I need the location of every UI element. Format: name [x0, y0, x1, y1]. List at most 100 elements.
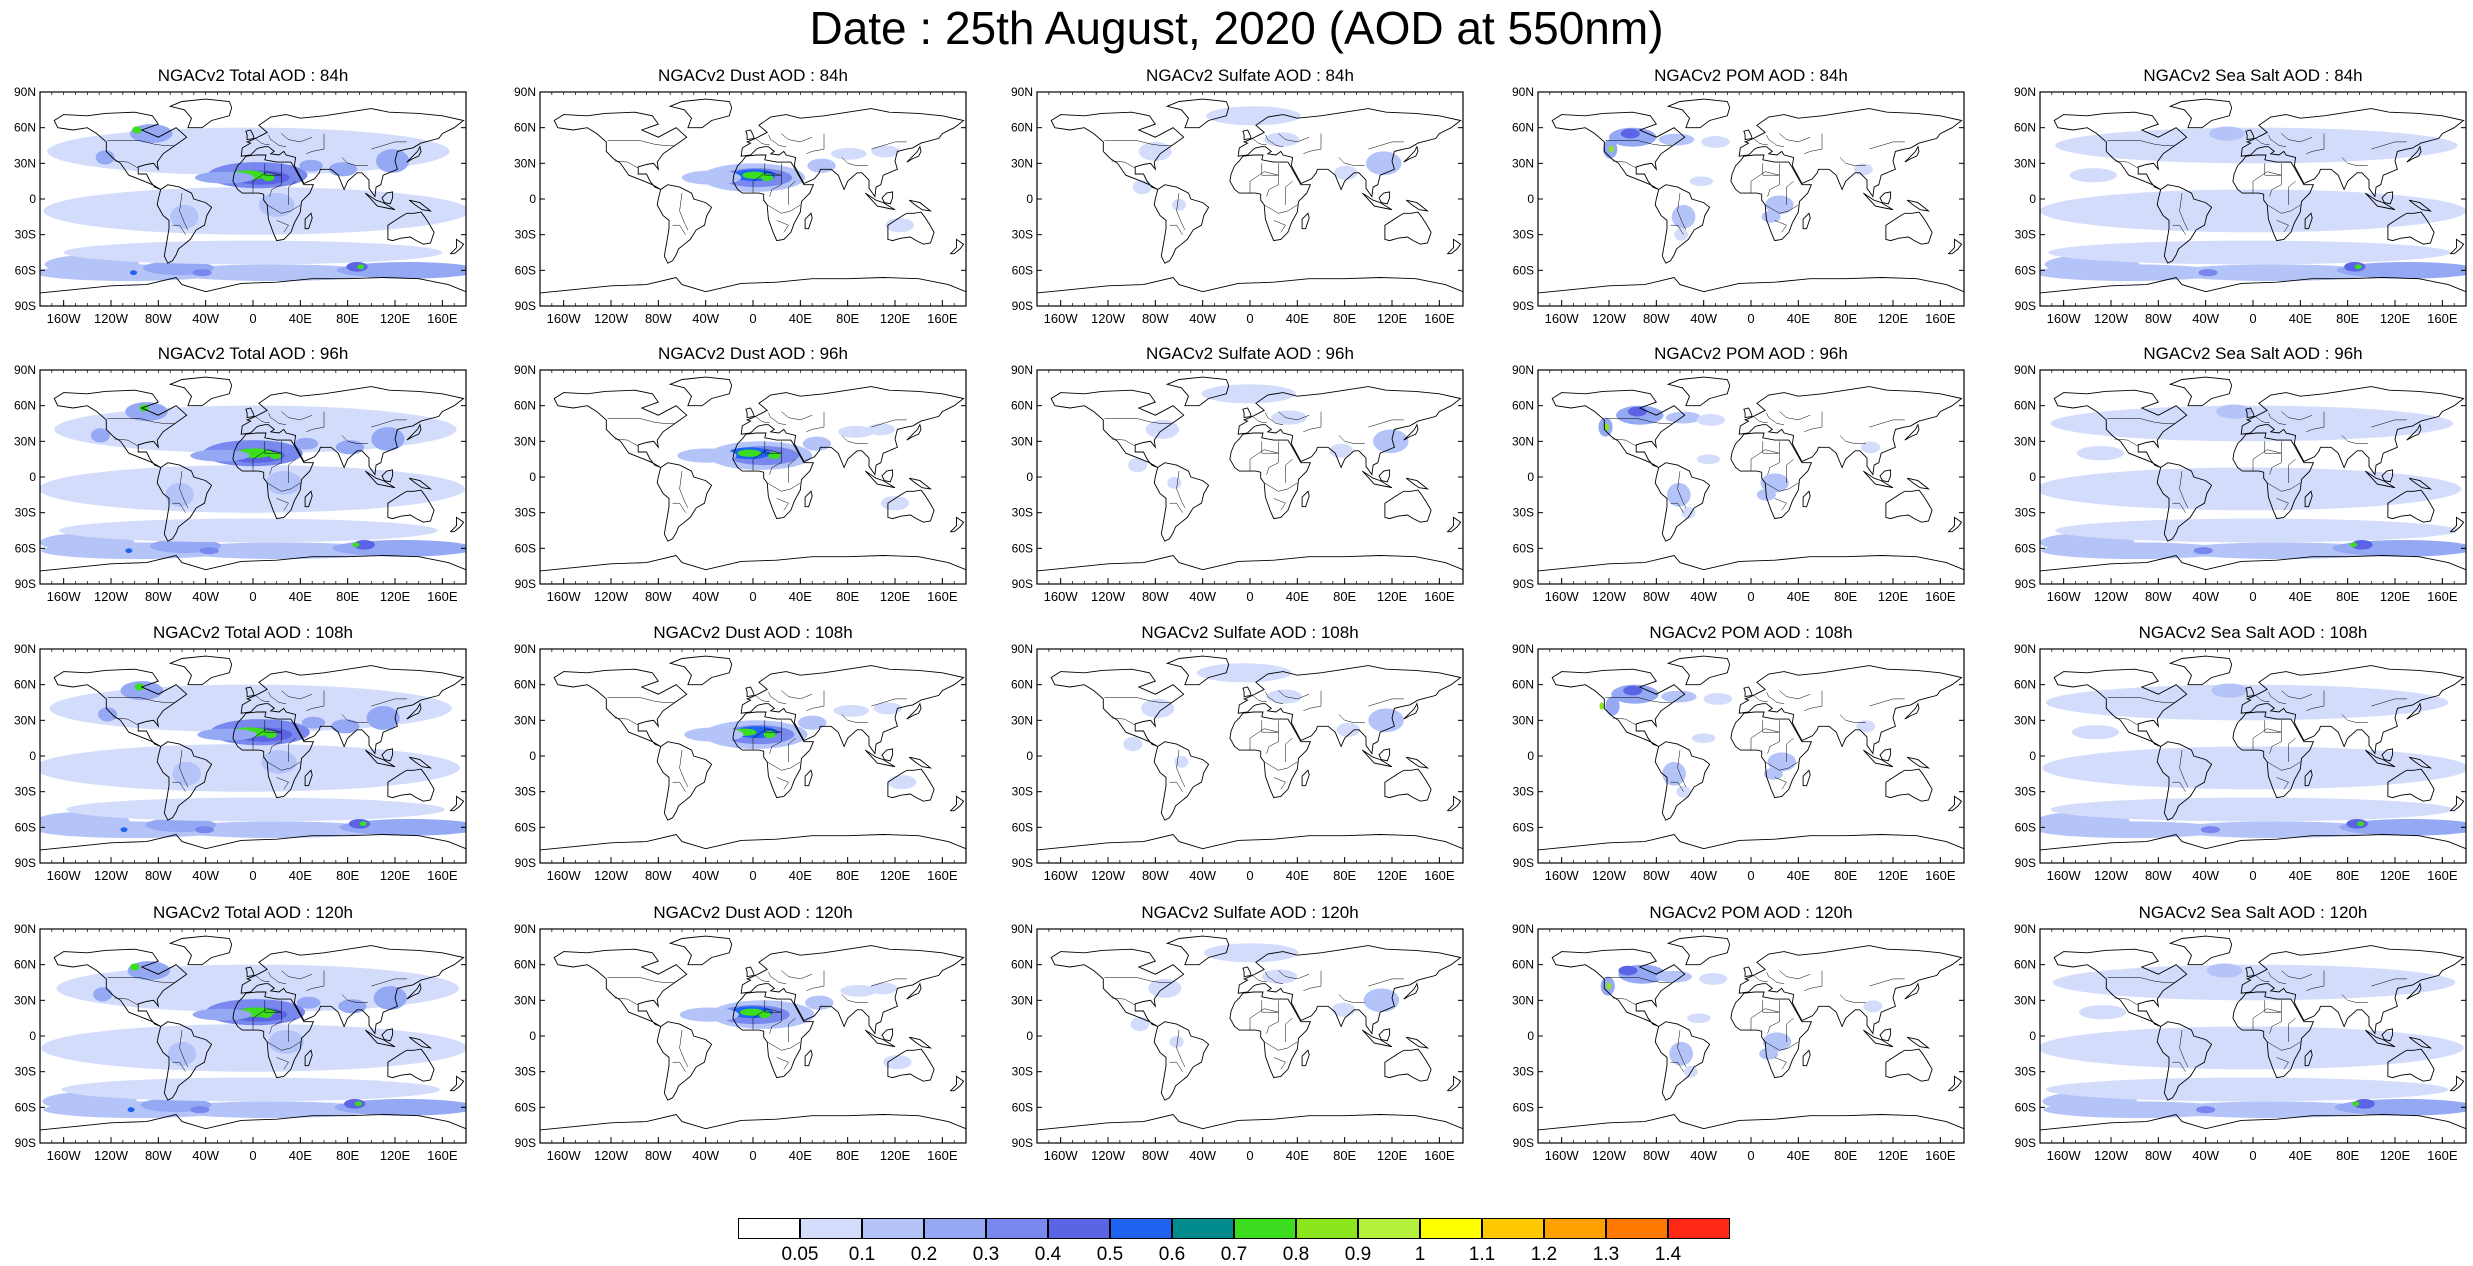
lat-label: 90S [1513, 299, 1534, 313]
coastline-africa [1730, 991, 1813, 1079]
lon-label: 160W [2047, 589, 2082, 604]
coastline-eurasia [1237, 945, 1462, 1035]
lat-label: 90S [1513, 577, 1534, 591]
lon-label: 160E [1925, 589, 1956, 604]
country-border [1278, 411, 1310, 421]
aod-contour [1606, 982, 1612, 990]
coastlines [540, 935, 966, 1131]
country-border [1261, 163, 1279, 176]
aod-contour [887, 775, 917, 790]
lat-label: 60N [1512, 399, 1534, 413]
lon-label: 80W [2145, 589, 2172, 604]
page-title: Date : 25th August, 2020 (AOD at 550nm) [809, 2, 1664, 54]
lon-label: 0 [2249, 868, 2256, 883]
coastline-greenland [2168, 935, 2233, 966]
coastline-antarctica [1538, 276, 1964, 294]
country-border [2172, 224, 2186, 235]
aod-contour [1696, 454, 1721, 464]
aod-contour [130, 963, 140, 971]
lon-label: 40W [2192, 311, 2219, 326]
lon-label: 80W [645, 589, 672, 604]
panel-title: NGACv2 Dust AOD : 96h [658, 344, 848, 363]
lon-label: 120W [1091, 311, 1126, 326]
coastline-newGuinea [1906, 477, 1931, 490]
coastline-eurasia [240, 108, 465, 198]
coastline-madagascar [804, 1049, 813, 1067]
coastline-greenland [668, 655, 733, 686]
coastline-newZealand [449, 238, 465, 255]
lon-label: 80E [1834, 868, 1857, 883]
lat-label: 60S [515, 820, 536, 834]
country-border [1766, 971, 1785, 984]
lat-label: 30S [15, 506, 36, 520]
coastlines [1037, 935, 1463, 1131]
coastline-northAmerica [53, 111, 188, 190]
aod-contour [260, 1011, 272, 1019]
country-border [255, 695, 270, 702]
lon-label: 160E [1424, 589, 1455, 604]
lon-label: 160E [927, 311, 958, 326]
country-border [179, 750, 189, 788]
country-border [2255, 138, 2270, 145]
coastline-eurasia [1237, 665, 1462, 755]
coastline-northAmerica [2053, 668, 2188, 747]
map-plot: 90N 60N 30N 0 30S 60S 90S 160W 120W 80W 40W 0 40E 80E… [2014, 363, 2467, 604]
coastline-australia [887, 489, 935, 523]
lon-label: 80E [2336, 1148, 2359, 1163]
coastline-southAmerica [1654, 1021, 1711, 1101]
lon-label: 80E [836, 589, 859, 604]
country-border [172, 781, 186, 792]
lon-label: 160E [2427, 589, 2458, 604]
country-border [268, 134, 287, 147]
country-border [1774, 1057, 1787, 1070]
colorbar-cell [800, 1218, 862, 1239]
lat-label: 90S [1012, 856, 1033, 870]
coastline-madagascar [2304, 212, 2313, 230]
aod-field [2040, 963, 2466, 1118]
country-border [1176, 750, 1186, 788]
lon-label: 80W [1142, 311, 1169, 326]
coastline-indonesia [2365, 470, 2396, 489]
coastline-northAmerica [2053, 111, 2188, 190]
lon-label: 0 [749, 589, 756, 604]
country-border [2288, 738, 2296, 762]
colorbar-label: 0.4 [1034, 1244, 1062, 1265]
country-border [1252, 138, 1267, 145]
coastline-newGuinea [1906, 199, 1931, 212]
coastline-southAmerica [2156, 462, 2213, 542]
country-border [2371, 141, 2407, 150]
coastline-britain [745, 966, 755, 978]
country-border [1273, 1057, 1286, 1070]
lat-label: 60S [1012, 1100, 1033, 1114]
map-background [1538, 370, 1964, 584]
coastline-northAmerica [1050, 111, 1185, 190]
country-border [1273, 220, 1286, 233]
coastline-eurasia [1738, 665, 1963, 755]
coastline-northAmerica [1551, 389, 1686, 468]
aod-contour [2350, 542, 2358, 548]
lat-label: 30S [1513, 506, 1534, 520]
aod-contour [1698, 973, 1728, 985]
coastline-antarctica [540, 276, 966, 294]
aod-contour [838, 425, 874, 438]
coastline-australia [2387, 211, 2435, 245]
aod-contour [269, 452, 282, 460]
coastline-newGuinea [908, 756, 933, 769]
country-border [1605, 140, 1672, 146]
map-plot: 90N 60N 30N 0 30S 60S 90S 160W 120W 80W 40W 0 40E 80E… [1011, 642, 1464, 883]
lat-label: 30N [514, 993, 536, 1007]
lon-label: 0 [1246, 1148, 1253, 1163]
lon-label: 160W [47, 311, 82, 326]
lon-label: 80W [145, 1148, 172, 1163]
country-border [2371, 419, 2407, 428]
map-plot: 90N 60N 30N 0 30S 60S 90S 160W 120W 80W 40W 0 40E 80E… [1011, 363, 1464, 604]
aod-contour [376, 149, 410, 173]
coastline-northAmerica [2053, 389, 2188, 468]
aod-contour [331, 719, 360, 734]
lat-label: 30N [14, 434, 36, 448]
country-border [1285, 459, 1293, 483]
coastline-borneo [1879, 191, 1892, 205]
coastline-southAmerica [1153, 741, 1210, 821]
lon-label: 120E [380, 1148, 411, 1163]
lat-label: 60S [1012, 820, 1033, 834]
